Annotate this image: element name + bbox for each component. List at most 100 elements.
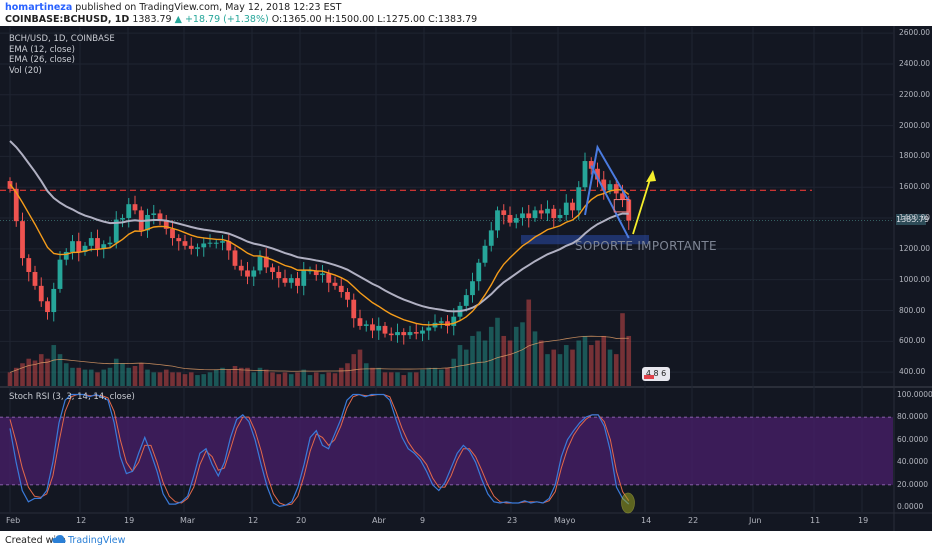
volume-bar xyxy=(76,367,82,386)
volume-bar xyxy=(407,372,413,386)
volume-bar xyxy=(482,340,488,386)
volume-bar xyxy=(570,349,575,386)
symbol-name: COINBASE:BCHUSD, 1D xyxy=(5,14,130,25)
volume-bar xyxy=(157,372,163,386)
volume-bar xyxy=(88,369,94,386)
candle-body xyxy=(63,251,69,260)
candle-body xyxy=(557,214,563,219)
volume-bar xyxy=(207,372,213,386)
candle-body xyxy=(101,244,107,249)
candle-body xyxy=(382,325,388,334)
candle-body xyxy=(401,332,407,336)
volume-bar xyxy=(38,354,44,386)
volume-bar xyxy=(620,313,625,386)
rsi-tick-label: 40.0000 xyxy=(897,457,929,467)
candle-body xyxy=(395,332,400,336)
candle-body xyxy=(507,214,513,223)
candle-body xyxy=(88,238,94,246)
publish-line: homartineza published on TradingView.com… xyxy=(5,2,341,13)
candle-body xyxy=(601,179,607,191)
candle-body xyxy=(451,316,457,326)
candle-body xyxy=(95,238,100,249)
volume-bar xyxy=(13,367,19,386)
volume-bar xyxy=(151,372,157,386)
price-tick-label: 2200.00 xyxy=(899,89,931,99)
candle-body xyxy=(495,210,500,231)
candle-body xyxy=(438,321,444,323)
chart-legend: BCH/USD, 1D, COINBASE EMA (12, close) EM… xyxy=(9,34,115,76)
candle-body xyxy=(488,230,494,246)
legend-ema26: EMA (26, close) xyxy=(9,55,75,65)
volume-bar xyxy=(182,374,188,386)
volume-bar xyxy=(113,358,119,386)
chart-canvas[interactable] xyxy=(0,26,932,531)
volume-bar xyxy=(395,372,400,386)
volume-bar xyxy=(126,367,132,386)
volume-bar xyxy=(245,367,250,386)
volume-bar xyxy=(251,372,257,386)
volume-bar xyxy=(282,372,288,386)
candle-body xyxy=(13,188,19,222)
candle-body xyxy=(176,238,182,242)
candle-body xyxy=(70,241,75,252)
ema12-line xyxy=(9,183,630,326)
volume-bar xyxy=(51,345,57,386)
date-tick-label: 19 xyxy=(858,516,869,525)
candle-body xyxy=(232,250,238,266)
author-link[interactable]: homartineza xyxy=(5,2,73,13)
price-tick-label: 2000.00 xyxy=(899,120,931,130)
candle-body xyxy=(170,228,175,239)
volume-bar xyxy=(588,345,594,386)
volume-bar xyxy=(32,360,38,386)
candle-body xyxy=(545,208,550,214)
candle-body xyxy=(338,285,344,293)
volume-bar xyxy=(120,363,125,386)
volume-bar xyxy=(232,365,238,386)
rsi-tick-label: 80.0000 xyxy=(897,412,929,422)
high-label: H: xyxy=(324,14,335,25)
candle-body xyxy=(32,271,38,286)
volume-bar xyxy=(195,375,200,386)
volume-bar xyxy=(376,367,382,386)
volume-bar xyxy=(388,372,394,386)
chart-header: homartineza published on TradingView.com… xyxy=(0,0,932,26)
date-tick-label: 9 xyxy=(420,516,426,525)
candle-body xyxy=(57,259,63,289)
last-price-tag: 1383.79 xyxy=(896,214,930,225)
events-badge[interactable]: 4 8 6 xyxy=(642,367,670,381)
volume-bar xyxy=(413,372,419,386)
volume-bar xyxy=(432,367,438,386)
date-tick-label: 12 xyxy=(248,516,259,525)
volume-bar xyxy=(463,349,469,386)
candle-body xyxy=(245,270,250,277)
volume-bar xyxy=(20,363,25,386)
volume-bar xyxy=(557,354,563,386)
price-tick-label: 1800.00 xyxy=(899,151,931,161)
candle-body xyxy=(482,245,488,263)
candle-body xyxy=(120,218,125,220)
rsi-band xyxy=(0,417,893,485)
volume-bar xyxy=(420,369,425,386)
candle-body xyxy=(207,242,213,244)
candle-body xyxy=(295,278,300,286)
candle-body xyxy=(476,262,482,282)
volume-bar xyxy=(451,358,457,386)
close-label: C: xyxy=(428,14,438,25)
date-tick-label: Abr xyxy=(372,516,386,525)
candle-body xyxy=(45,301,50,313)
rsi-tick-label: 0.0000 xyxy=(897,502,924,512)
tradingview-link[interactable]: TradingView xyxy=(68,535,126,546)
date-tick-label: 23 xyxy=(507,516,518,525)
volume-bar xyxy=(476,331,482,386)
candle-body xyxy=(376,325,382,331)
volume-bar xyxy=(145,369,150,386)
candle-body xyxy=(282,278,288,283)
created-with-text: Created with xyxy=(5,535,66,546)
candle-body xyxy=(613,184,619,194)
volume-bar xyxy=(45,358,50,386)
candle-body xyxy=(595,168,600,180)
open-label: O: xyxy=(271,14,283,25)
candle-body xyxy=(582,161,588,188)
price-tick-label: 600.00 xyxy=(899,336,926,346)
volume-bar xyxy=(370,367,375,386)
